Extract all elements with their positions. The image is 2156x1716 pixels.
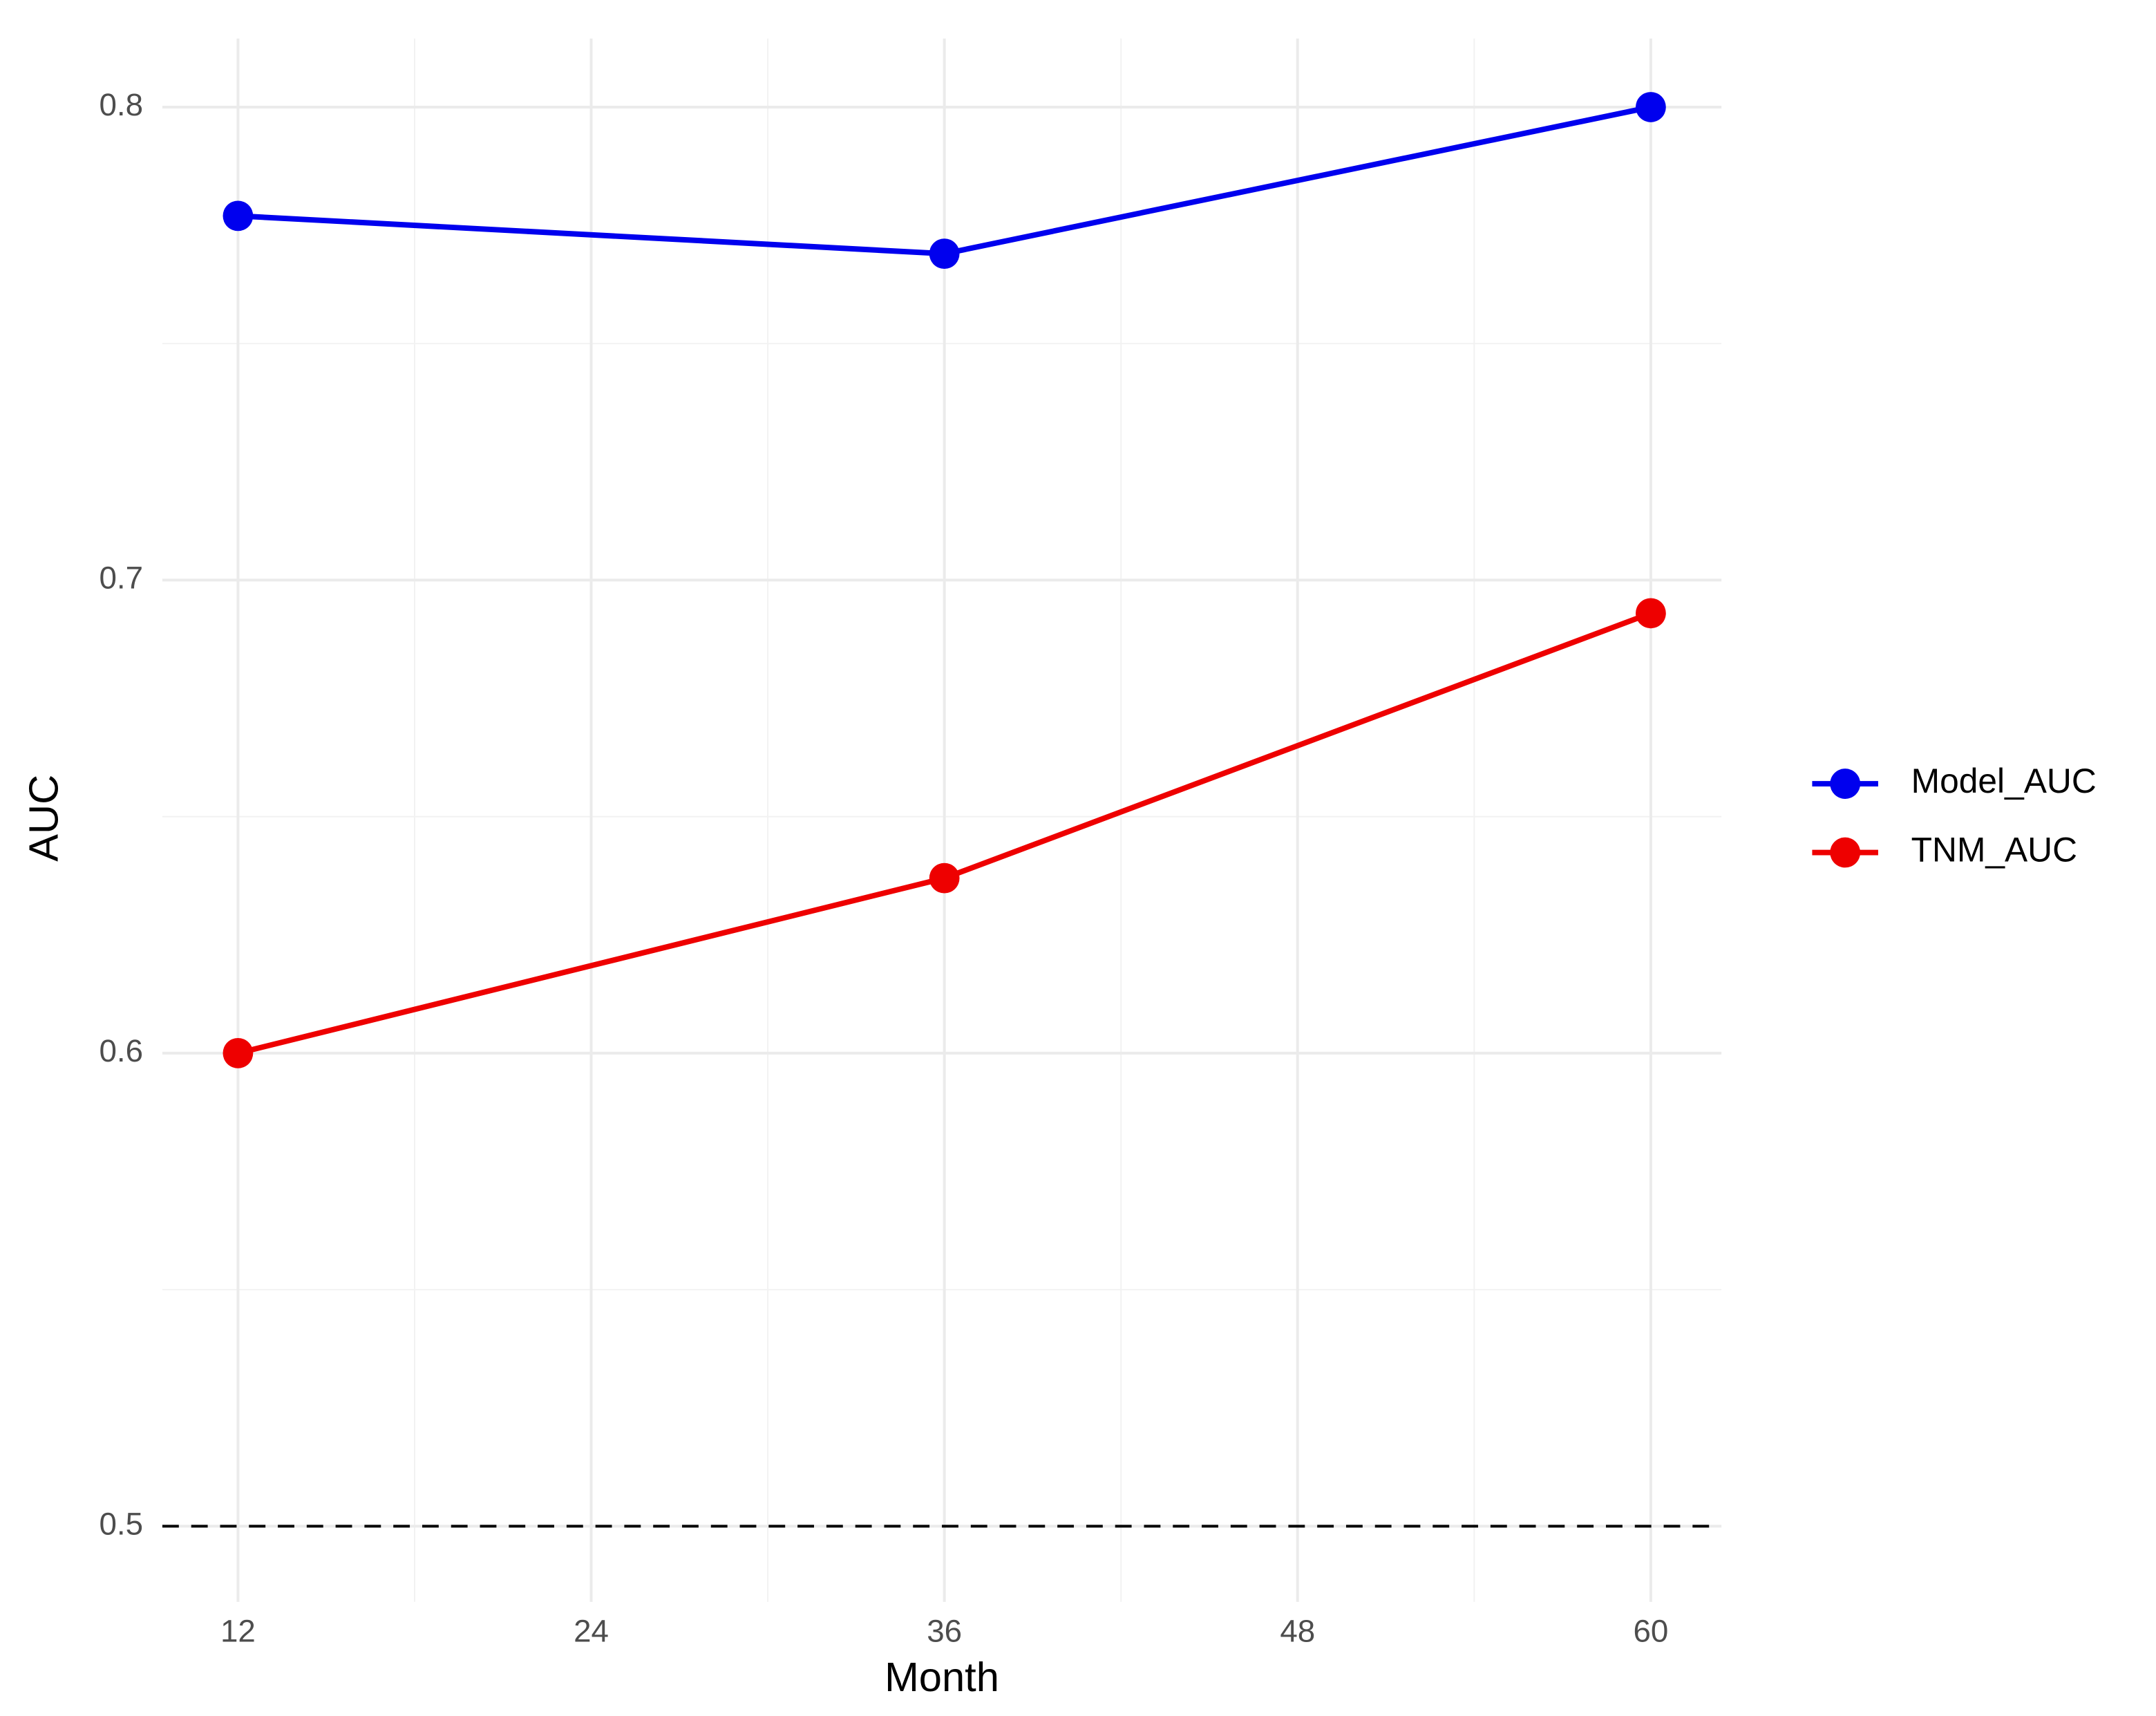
- data-point: [1636, 92, 1666, 122]
- x-tick-label: 36: [927, 1614, 962, 1649]
- x-tick-label: 24: [574, 1614, 609, 1649]
- data-point: [223, 1038, 254, 1068]
- data-point: [1636, 598, 1666, 629]
- y-tick-label: 0.6: [99, 1033, 143, 1068]
- legend-label: TNM_AUC: [1911, 831, 2077, 869]
- x-tick-label: 48: [1280, 1614, 1315, 1649]
- legend-marker: [1830, 769, 1861, 799]
- data-point: [223, 200, 254, 232]
- x-axis-title: Month: [885, 1654, 999, 1700]
- legend-label: Model_AUC: [1911, 762, 2097, 800]
- data-point: [929, 238, 960, 270]
- y-axis-title: AUC: [21, 775, 67, 862]
- legend-marker: [1830, 837, 1861, 868]
- y-tick-label: 0.7: [99, 560, 143, 596]
- data-point: [929, 862, 960, 894]
- x-tick-label: 60: [1633, 1614, 1668, 1649]
- y-tick-label: 0.5: [99, 1506, 143, 1541]
- y-tick-label: 0.8: [99, 87, 143, 122]
- x-tick-label: 12: [220, 1614, 256, 1649]
